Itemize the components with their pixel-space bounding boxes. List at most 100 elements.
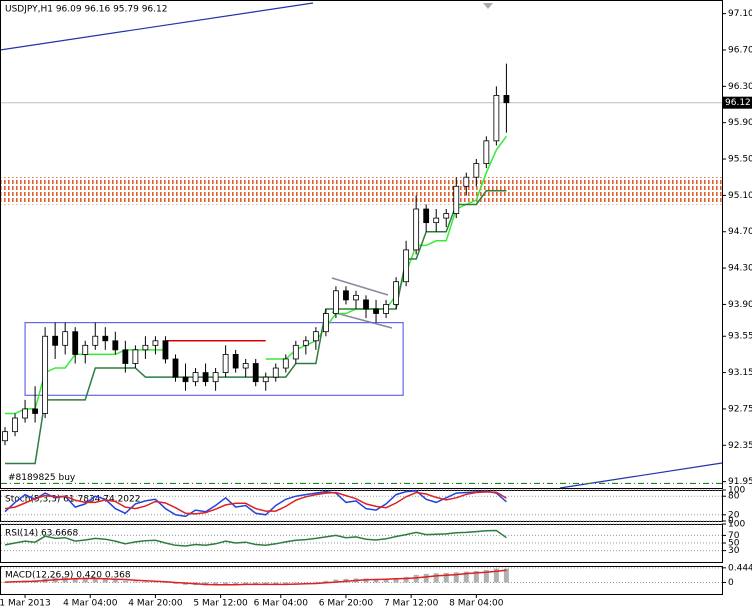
- indicator-line: [4, 569, 507, 586]
- y-tick-label: 30: [728, 546, 740, 556]
- y-tick-label: 95.50: [728, 155, 752, 165]
- candle-body: [92, 335, 99, 346]
- histogram-bar: [273, 582, 279, 585]
- candle-body: [162, 340, 169, 360]
- histogram-bar: [333, 579, 339, 583]
- shift-marker: [483, 3, 493, 9]
- x-tick-label: 1 Mar 2013: [0, 599, 51, 609]
- x-tick-label: 7 Mar 12:00: [384, 599, 439, 609]
- histogram-bar: [413, 574, 419, 583]
- candle-body: [403, 249, 410, 283]
- x-tick-label: 6 Mar 20:00: [319, 599, 374, 609]
- candle-body: [343, 290, 349, 301]
- y-tick-label: 95.10: [728, 191, 752, 201]
- y-tick-label: 0: [728, 517, 734, 527]
- candle-body: [202, 372, 209, 383]
- candle-body: [82, 344, 89, 355]
- histogram-bar: [82, 578, 88, 583]
- histogram-bar: [493, 568, 499, 583]
- candle-body: [72, 331, 79, 355]
- histogram-bar: [313, 581, 319, 583]
- candle-body: [12, 417, 18, 433]
- candle-body: [433, 217, 440, 224]
- indicator-line: [4, 529, 507, 547]
- candle-body: [413, 208, 420, 251]
- histogram-bar: [473, 570, 479, 583]
- x-tick-label: 6 Mar 04:00: [254, 599, 309, 609]
- y-tick-label: 50: [728, 539, 740, 549]
- candle-body: [62, 331, 69, 346]
- histogram-bar: [373, 578, 379, 583]
- candle-body: [182, 376, 189, 383]
- candle-body: [192, 372, 199, 383]
- panel-title: USDJPY,H1 96.09 96.16 95.79 96.12: [5, 5, 167, 15]
- histogram-bar: [223, 582, 229, 585]
- histogram-bar: [443, 572, 449, 583]
- y-tick-label: 70: [728, 531, 740, 541]
- candle-body: [32, 408, 38, 414]
- candle-body: [222, 354, 229, 373]
- y-tick-label: 91.95: [728, 477, 752, 487]
- y-tick-label: 95.90: [728, 118, 752, 128]
- y-tick-label: 100: [728, 520, 745, 530]
- candle-body: [152, 340, 159, 346]
- histogram-bar: [112, 579, 118, 583]
- candle-body: [52, 335, 59, 346]
- candle-body: [323, 313, 329, 333]
- y-tick-label: 100: [728, 486, 745, 496]
- histogram-bar: [243, 582, 249, 585]
- candle-body: [172, 358, 179, 378]
- histogram-bar: [393, 578, 399, 583]
- y-tick-label: 92.35: [728, 441, 752, 451]
- histogram-bar: [433, 573, 439, 583]
- candle-body: [383, 304, 389, 314]
- panel-title: RSI(14) 63.6668: [5, 529, 78, 539]
- y-tick-label: 0: [728, 578, 734, 588]
- y-tick-label: 92.75: [728, 404, 752, 414]
- candle-body: [22, 408, 28, 419]
- histogram-bar: [323, 580, 329, 583]
- candle-body: [483, 140, 490, 164]
- y-tick-label: 93.55: [728, 332, 752, 342]
- histogram-bar: [423, 573, 429, 583]
- candle-body: [353, 294, 359, 301]
- indicator-line: [4, 491, 507, 515]
- candle-body: [242, 363, 249, 369]
- channel-line: [331, 277, 389, 296]
- x-tick-label: 5 Mar 12:00: [193, 599, 248, 609]
- price-zone: [1, 177, 722, 205]
- histogram-bar: [503, 568, 509, 583]
- range-box: [24, 322, 404, 396]
- candle-body: [443, 213, 450, 219]
- candle-body: [282, 358, 289, 369]
- candle-body: [493, 95, 500, 142]
- candle-body: [272, 367, 279, 378]
- candle-body: [312, 331, 319, 342]
- candle-body: [453, 185, 460, 214]
- y-tick-label: 93.15: [728, 368, 752, 378]
- candle-body: [333, 290, 339, 314]
- candle-body: [2, 431, 8, 442]
- x-tick-label: 8 Mar 04:00: [449, 599, 504, 609]
- panel-title: MACD(12,26,9) 0.420 0.368: [5, 571, 131, 581]
- y-tick-label: 94.30: [728, 264, 752, 274]
- histogram-bar: [72, 577, 78, 583]
- candle-body: [262, 376, 269, 383]
- y-tick-label: 80: [728, 492, 740, 502]
- order-label: #8189825 buy: [8, 473, 76, 483]
- candle-body: [232, 354, 239, 369]
- candle-body: [393, 281, 399, 305]
- histogram-bar: [403, 576, 409, 583]
- histogram-bar: [463, 571, 469, 583]
- indicator-line: [5, 190, 507, 465]
- candle-body: [132, 349, 139, 364]
- candle-body: [503, 95, 510, 104]
- candle-body: [102, 335, 109, 342]
- candle-body: [302, 340, 309, 346]
- candle-body: [423, 208, 430, 224]
- candle-body: [142, 344, 149, 351]
- last-price-box: [723, 96, 752, 109]
- channel-line: [331, 311, 393, 329]
- histogram-bar: [92, 578, 98, 583]
- candle-body: [252, 363, 259, 383]
